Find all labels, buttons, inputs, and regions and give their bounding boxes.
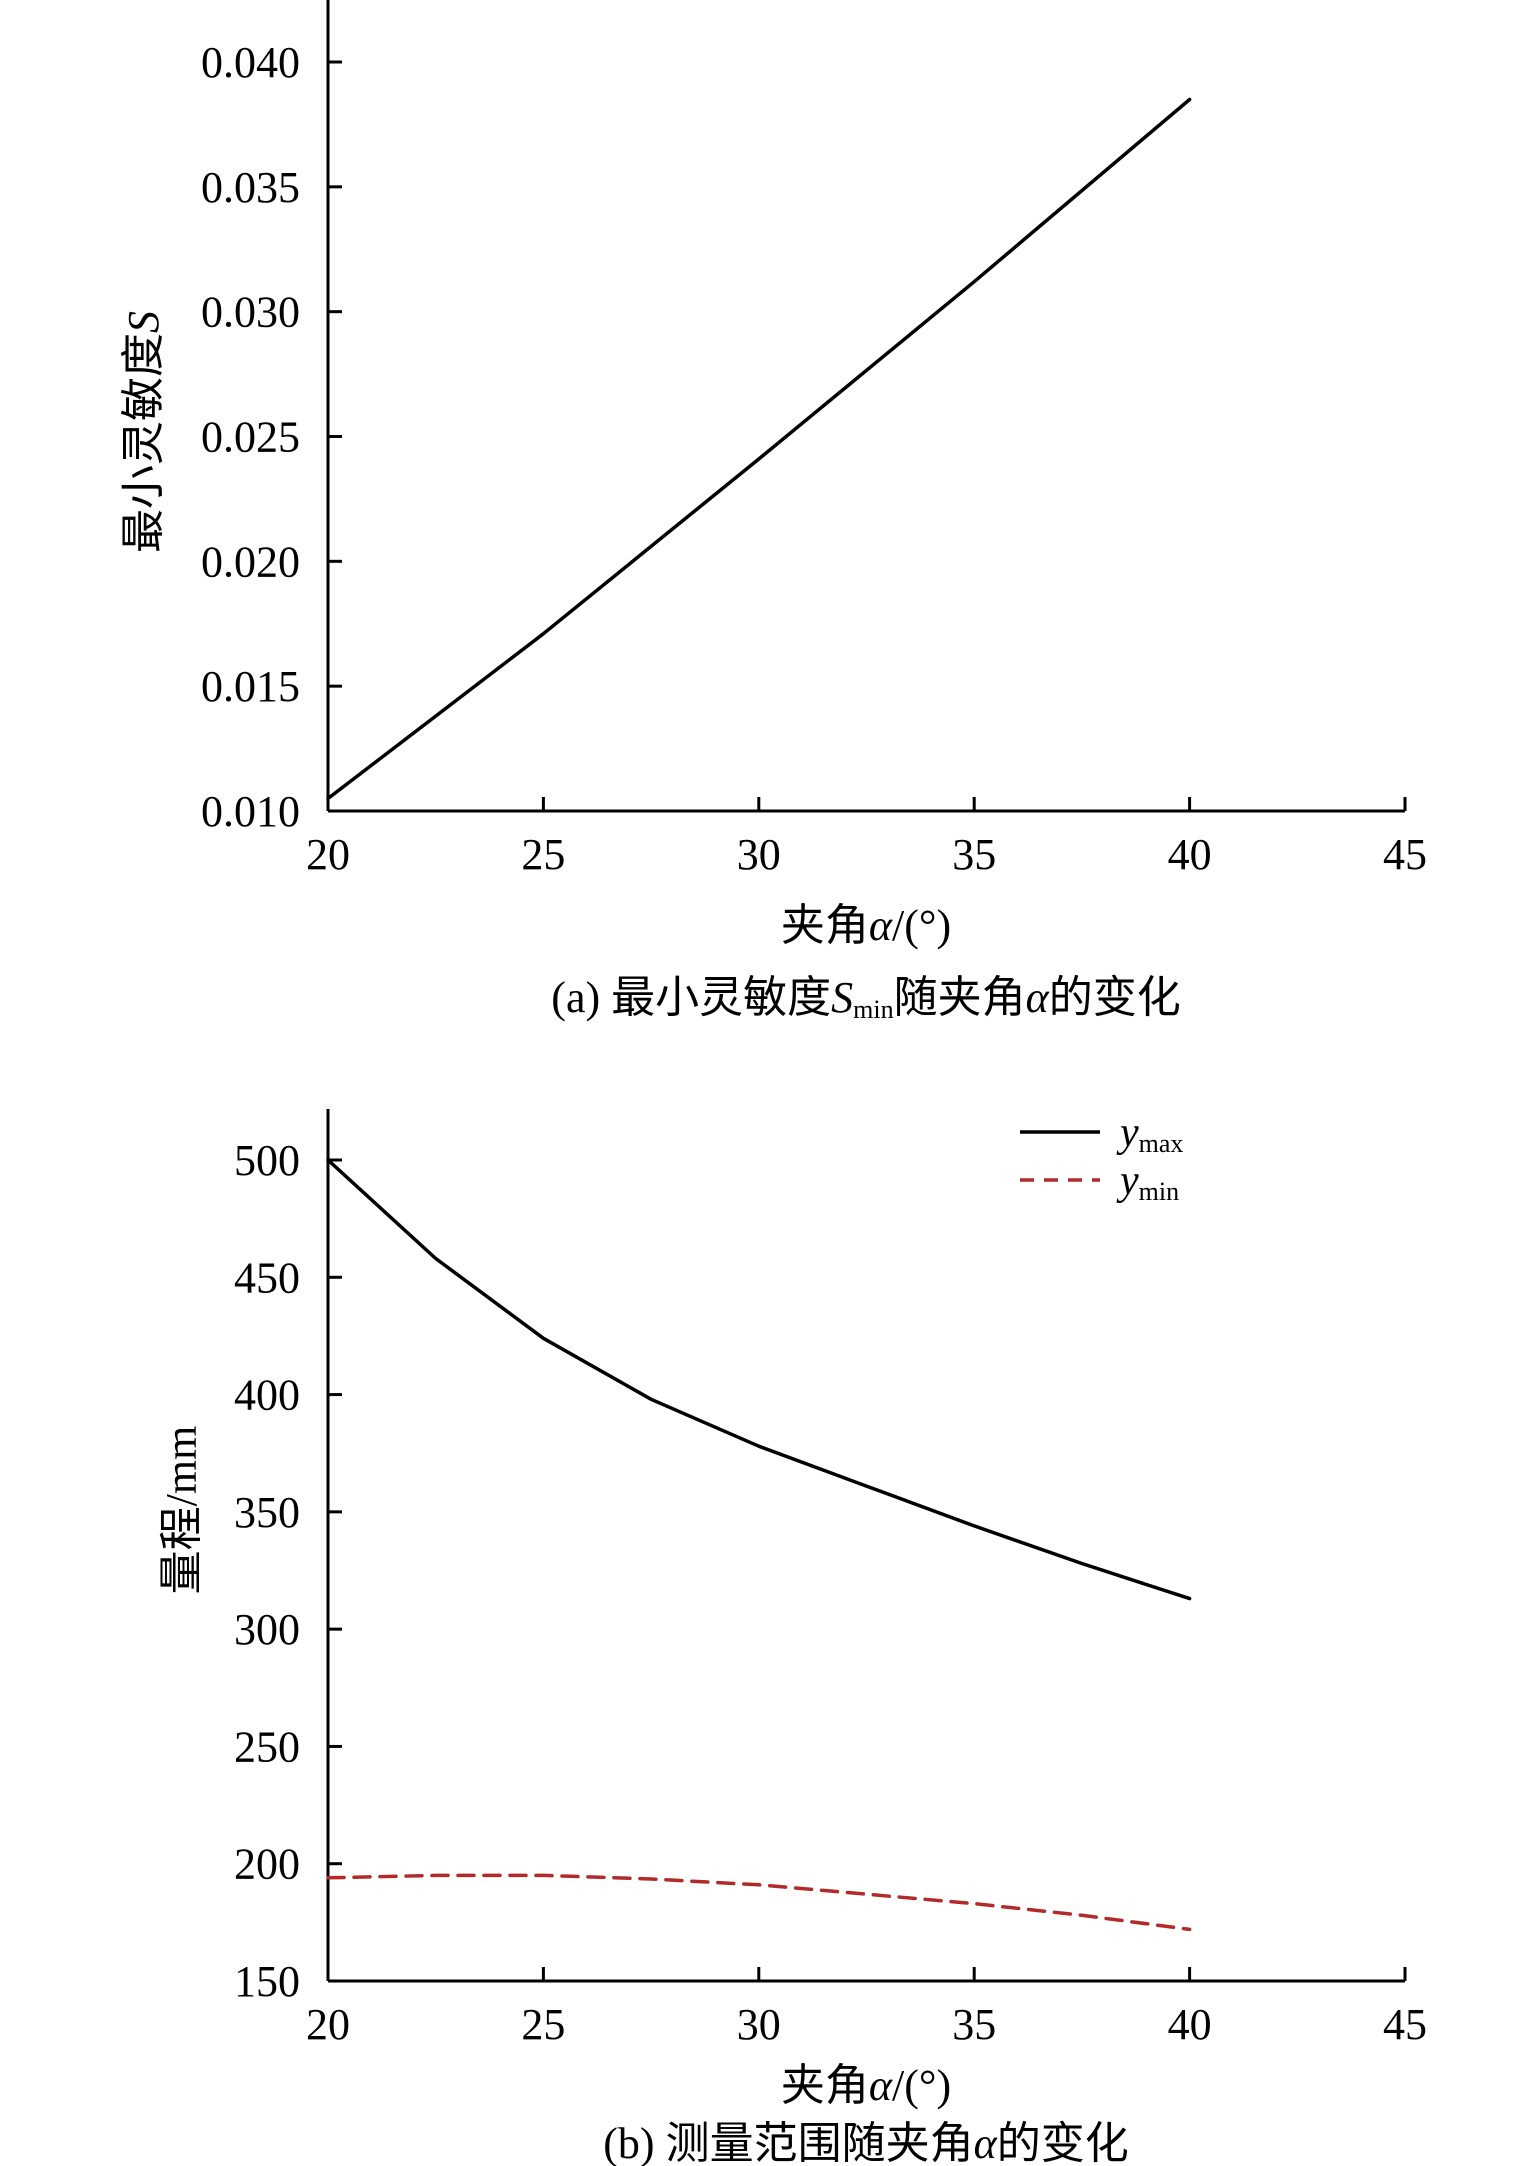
chart-b-x-tick-label: 35 bbox=[952, 2000, 996, 2049]
chart-a-caption-var2: α bbox=[1026, 973, 1050, 1022]
chart-b-y-tick-label: 400 bbox=[234, 1371, 300, 1420]
chart-b-x-tick-label: 20 bbox=[306, 2000, 350, 2049]
chart-b-x-axis-title: 夹角α/(°) bbox=[781, 2061, 951, 2110]
chart-b-series-ymax-line bbox=[326, 1158, 1192, 1601]
chart-b-y-tick-label: 350 bbox=[234, 1488, 300, 1537]
chart-a: 20 25 30 35 40 45 0.0100.0150.0200.0250.0300.… bbox=[119, 0, 1427, 1024]
chart-b-y-tick-label: 150 bbox=[234, 1957, 300, 2006]
chart-a-x-tick-label: 35 bbox=[952, 830, 996, 879]
chart-a-x-axis-title-suffix: /(°) bbox=[892, 901, 951, 950]
chart-a-y-tick-label: 0.025 bbox=[201, 413, 300, 462]
chart-a-caption-prefix: (a) 最小灵敏度 bbox=[551, 973, 831, 1022]
chart-b-x-ticks: 20 25 30 35 40 45 bbox=[306, 1967, 1427, 2049]
chart-b-x-axis-title-prefix: 夹角 bbox=[781, 2061, 869, 2110]
chart-a-y-ticks: 0.010 0.015 0.020 0.025 0.030 0.035 0.040 bbox=[201, 38, 342, 836]
chart-b-y-tick-label: 250 bbox=[234, 1722, 300, 1771]
chart-b-y-tick-label: 450 bbox=[234, 1253, 300, 1302]
chart-b-x-tick-label: 40 bbox=[1168, 2000, 1212, 2049]
chart-b-y-tick-label: 300 bbox=[234, 1605, 300, 1654]
chart-a-series bbox=[326, 97, 1192, 801]
chart-a-x-tick-label: 30 bbox=[737, 830, 781, 879]
chart-b-legend: ymax ymin bbox=[1020, 1110, 1183, 1206]
chart-a-x-ticks: 20 25 30 35 40 45 bbox=[306, 797, 1427, 879]
chart-b-series bbox=[326, 1158, 1192, 1932]
chart-b-y-ticks: 150 200 250 300 350 400 450 500 bbox=[234, 1136, 342, 2006]
legend-ymax-label: ymax bbox=[1116, 1110, 1183, 1158]
chart-a-caption-mid: 随夹角 bbox=[894, 973, 1026, 1022]
legend-ymax-sub: max bbox=[1139, 1129, 1184, 1158]
chart-a-caption-var: S bbox=[831, 973, 853, 1022]
chart-a-y-axis-title: 最小灵敏度S bbox=[119, 311, 168, 553]
chart-a-x-tick-label: 40 bbox=[1168, 830, 1212, 879]
chart-b-x-axis-title-suffix: /(°) bbox=[892, 2061, 951, 2110]
legend-ymin-var: y bbox=[1116, 1158, 1139, 1204]
chart-a-y-tick-label: 0.015 bbox=[201, 662, 300, 711]
legend-ymax-var: y bbox=[1116, 1110, 1139, 1156]
legend-ymin-label: ymin bbox=[1116, 1158, 1179, 1206]
chart-a-y-axis-title-prefix: 最小灵敏度 bbox=[119, 333, 168, 553]
chart-b-x-tick-label: 30 bbox=[737, 2000, 781, 2049]
chart-a-caption: (a) 最小灵敏度Smin随夹角α的变化 bbox=[551, 973, 1180, 1024]
chart-a-series-line bbox=[326, 97, 1192, 801]
chart-a-x-axis-title-prefix: 夹角 bbox=[781, 901, 869, 950]
chart-a-caption-suffix: 的变化 bbox=[1049, 973, 1181, 1022]
chart-a-y-tick-label: 0.030 bbox=[201, 288, 300, 337]
chart-a-x-axis-title-var: α bbox=[869, 901, 893, 950]
chart-b-x-tick-label: 25 bbox=[521, 2000, 565, 2049]
chart-a-y-tick-label: 0.040 bbox=[201, 38, 300, 87]
chart-a-y-axis-title-var: S bbox=[119, 311, 168, 333]
chart-b-caption: (b) 测量范围随夹角α的变化 bbox=[603, 2119, 1128, 2166]
chart-b-caption-suffix: 的变化 bbox=[997, 2119, 1129, 2166]
legend-ymin-sub: min bbox=[1139, 1177, 1179, 1206]
chart-b-y-axis-title: 量程/mm bbox=[157, 1426, 206, 1595]
chart-b-y-tick-label: 200 bbox=[234, 1840, 300, 1889]
chart-b-x-tick-label: 45 bbox=[1383, 2000, 1427, 2049]
chart-a-x-axis-title: 夹角α/(°) bbox=[781, 901, 951, 950]
chart-b: 20 25 30 35 40 45 150 200 250 300 350 400 450 500 ym… bbox=[157, 1109, 1427, 2166]
chart-b-series-ymin-line bbox=[326, 1873, 1192, 1932]
chart-b-caption-prefix: (b) 测量范围随夹角 bbox=[603, 2119, 973, 2166]
chart-a-x-tick-label: 25 bbox=[521, 830, 565, 879]
chart-b-y-tick-label: 500 bbox=[234, 1136, 300, 1185]
chart-a-y-tick-label: 0.010 bbox=[201, 787, 300, 836]
chart-a-caption-sub: min bbox=[853, 995, 893, 1024]
chart-a-x-tick-label: 20 bbox=[306, 830, 350, 879]
chart-b-x-axis-title-var: α bbox=[869, 2061, 893, 2110]
chart-a-x-tick-label: 45 bbox=[1383, 830, 1427, 879]
chart-a-y-tick-label: 0.020 bbox=[201, 537, 300, 586]
chart-b-caption-var: α bbox=[974, 2119, 998, 2166]
chart-a-y-tick-label: 0.035 bbox=[201, 163, 300, 212]
